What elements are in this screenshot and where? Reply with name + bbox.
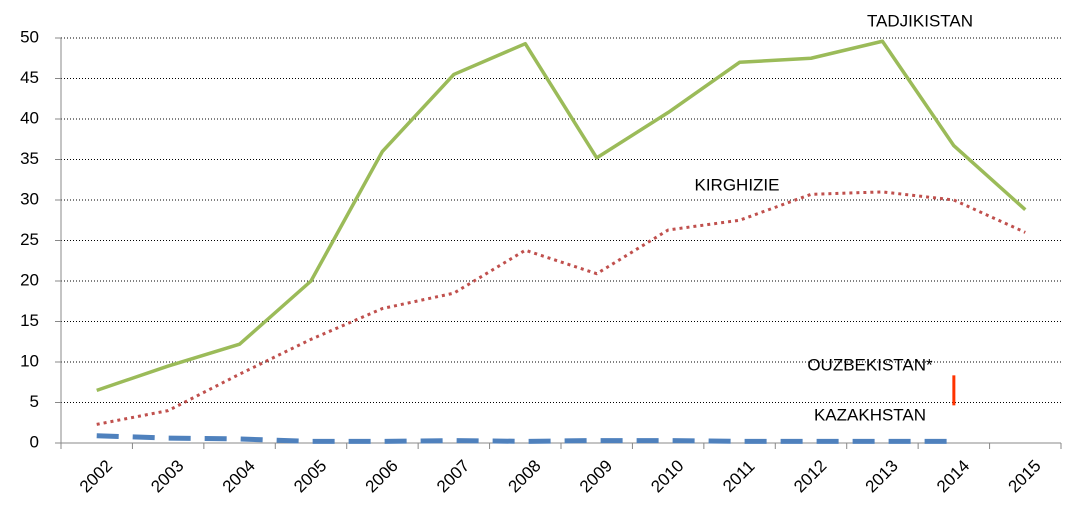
y-tick-label: 50 [20, 27, 39, 46]
x-tick-label: 2007 [433, 456, 473, 496]
y-tick-label: 0 [30, 432, 39, 451]
x-tick-label: 2002 [76, 456, 116, 496]
y-tick-label: 5 [30, 392, 39, 411]
y-tick-label: 20 [20, 270, 39, 289]
y-tick-label: 15 [20, 311, 39, 330]
x-tick-label: 2005 [290, 456, 330, 496]
x-tick-label: 2015 [1004, 456, 1044, 496]
series-line [96, 39, 1027, 393]
y-tick-label: 40 [20, 108, 39, 127]
y-tick-label: 30 [20, 189, 39, 208]
x-tick-label: 2006 [362, 456, 402, 496]
y-tick-label: 35 [20, 149, 39, 168]
y-tick-label: 25 [20, 230, 39, 249]
series-label: TADJIKISTAN [867, 11, 973, 30]
x-tick-label: 2012 [790, 456, 830, 496]
x-tick-label: 2011 [719, 457, 758, 496]
x-tick-label: 2003 [147, 456, 187, 496]
x-tick-label: 2008 [504, 456, 544, 496]
y-tick-label: 10 [20, 351, 39, 370]
x-tick-label: 2013 [862, 456, 902, 496]
y-tick-label: 45 [20, 68, 39, 87]
x-tick-label: 2009 [576, 456, 616, 496]
x-tick-label: 2004 [219, 456, 259, 496]
series-line [96, 433, 954, 444]
x-tick-label: 2014 [933, 456, 973, 496]
series-label: KIRGHIZIE [694, 175, 779, 194]
series-label: OUZBEKISTAN* [807, 355, 933, 374]
x-tick-label: 2010 [647, 456, 687, 496]
series-line [96, 190, 1026, 426]
series-label: KAZAKHSTAN [814, 405, 926, 424]
